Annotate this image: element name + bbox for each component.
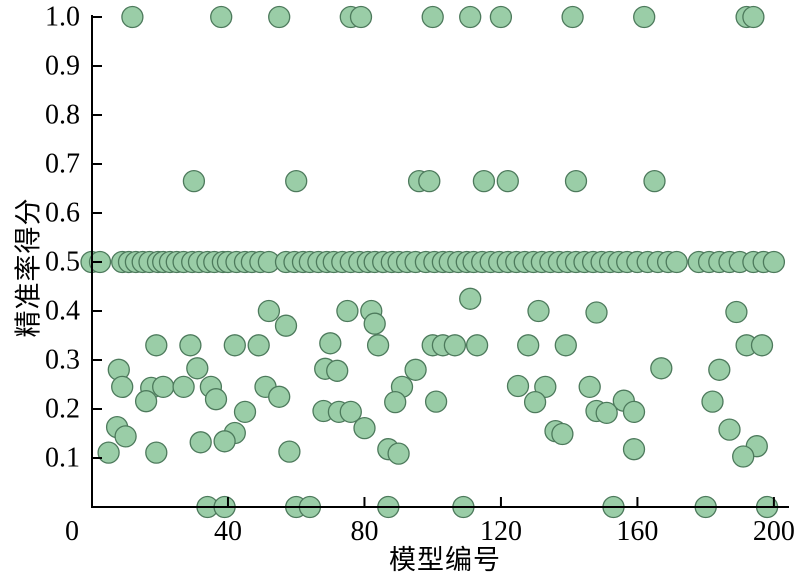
data-point xyxy=(421,5,444,29)
data-point xyxy=(186,357,209,380)
x-axis-title: 模型编号 xyxy=(389,545,501,575)
data-point xyxy=(366,334,390,357)
data-point xyxy=(121,5,144,29)
data-point xyxy=(247,334,270,357)
data-point xyxy=(523,390,547,414)
data-point xyxy=(732,445,755,468)
x-tick-label: 80 xyxy=(350,516,378,547)
x-tick-label: 120 xyxy=(480,516,522,547)
data-point xyxy=(561,5,584,29)
y-tick-label: 1.0 xyxy=(45,2,80,33)
x-tick-label: 0 xyxy=(65,516,79,547)
data-point xyxy=(363,312,386,335)
data-point xyxy=(145,334,168,357)
data-point xyxy=(564,169,588,193)
data-point xyxy=(633,5,656,29)
data-point xyxy=(750,334,774,357)
data-point xyxy=(233,400,257,424)
data-point xyxy=(97,441,120,464)
y-tick-label: 0.3 xyxy=(45,345,80,376)
data-point xyxy=(179,334,202,357)
data-point xyxy=(274,314,298,337)
data-point xyxy=(472,169,496,193)
data-point xyxy=(554,334,577,357)
data-point xyxy=(725,300,748,324)
data-point xyxy=(585,301,608,324)
data-point xyxy=(111,375,134,399)
data-point xyxy=(353,416,376,440)
y-tick-label: 0.1 xyxy=(45,443,80,474)
data-point xyxy=(643,169,666,193)
data-point xyxy=(527,299,550,323)
data-point xyxy=(517,334,540,357)
data-point xyxy=(665,250,688,274)
data-point xyxy=(650,357,673,380)
data-point xyxy=(718,418,741,441)
y-tick-label: 0.2 xyxy=(45,394,80,425)
data-point xyxy=(339,400,362,424)
data-point xyxy=(418,169,441,193)
data-point xyxy=(622,400,646,424)
data-point xyxy=(459,287,482,310)
data-point xyxy=(762,250,786,274)
data-point xyxy=(551,422,574,446)
y-tick-label: 0.6 xyxy=(45,198,80,229)
data-point xyxy=(319,332,342,355)
data-point xyxy=(742,5,765,29)
y-axis-title: 精准率得分 xyxy=(13,197,44,338)
data-point xyxy=(326,359,349,382)
data-point xyxy=(336,299,359,323)
data-point xyxy=(223,334,246,357)
data-point xyxy=(496,169,519,193)
data-point xyxy=(204,388,228,411)
data-point xyxy=(424,390,448,413)
data-point xyxy=(134,390,158,413)
x-tick-label: 160 xyxy=(616,516,658,547)
data-point xyxy=(268,5,291,29)
data-point xyxy=(182,169,206,193)
y-tick-label: 0.8 xyxy=(45,100,80,131)
data-point xyxy=(349,5,373,29)
data-point xyxy=(489,5,513,29)
data-point xyxy=(210,5,233,29)
data-point xyxy=(622,438,646,461)
data-point xyxy=(145,441,168,464)
y-tick-label: 0.9 xyxy=(45,51,80,82)
y-tick-label: 0.4 xyxy=(45,296,80,327)
x-tick-label: 40 xyxy=(214,516,242,547)
data-point xyxy=(701,390,724,413)
data-point xyxy=(384,390,407,414)
data-point xyxy=(257,299,281,323)
data-point xyxy=(443,334,467,357)
data-point xyxy=(285,169,308,193)
data-point xyxy=(506,374,530,398)
data-point xyxy=(213,430,236,453)
y-tick-label: 0.5 xyxy=(45,247,80,278)
data-point xyxy=(172,375,195,399)
data-point xyxy=(404,358,427,381)
data-point xyxy=(708,358,731,381)
data-point xyxy=(578,375,601,399)
data-point xyxy=(387,442,410,465)
data-point xyxy=(268,385,291,408)
data-point xyxy=(152,375,175,399)
y-tick-label: 0.7 xyxy=(45,149,80,180)
data-point xyxy=(114,425,137,448)
data-point xyxy=(189,431,212,454)
data-point xyxy=(459,5,482,29)
x-tick-label: 200 xyxy=(753,516,795,547)
data-point xyxy=(595,401,618,425)
data-point xyxy=(278,440,301,463)
data-point xyxy=(465,334,489,357)
